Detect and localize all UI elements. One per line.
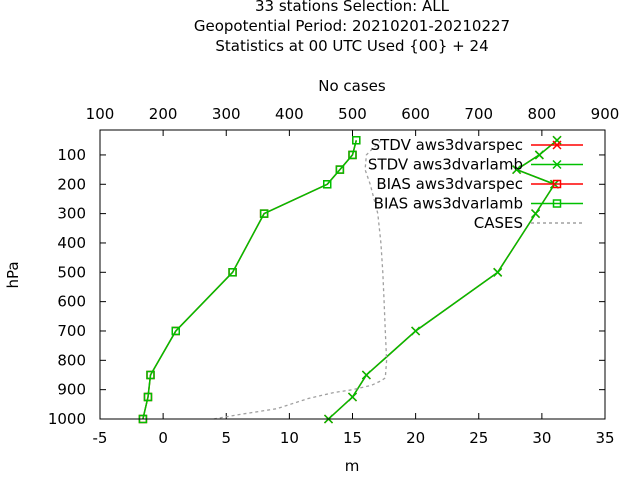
series-line — [327, 139, 558, 420]
bottom-tick-label: 5 — [221, 429, 231, 447]
legend-entry: BIAS aws3dvarspec — [376, 175, 583, 193]
left-tick-label: 600 — [57, 293, 86, 311]
top-tick-label: 700 — [464, 105, 493, 123]
legend-entry: CASES — [474, 214, 583, 232]
y-axis-label: hPa — [4, 261, 22, 288]
bottom-tick-label: 30 — [532, 429, 551, 447]
data-point — [493, 267, 503, 277]
series-bias-aws3dvarspec — [138, 136, 361, 424]
data-point — [348, 150, 357, 160]
left-tick-label: 100 — [57, 146, 86, 164]
legend-label: STDV aws3dvarlamb — [368, 156, 523, 174]
data-point — [171, 326, 180, 336]
bottom-axis-label: m — [345, 457, 360, 475]
left-tick-label: 200 — [57, 175, 86, 193]
legend-entry: STDV aws3dvarspec — [371, 136, 583, 154]
legend-label: STDV aws3dvarspec — [371, 136, 523, 154]
top-axis-ticks: 100 200 300 400 500 600 700 800 900 — [86, 105, 620, 136]
left-tick-label: 800 — [57, 351, 86, 369]
data-point — [323, 180, 332, 189]
top-tick-label: 300 — [212, 105, 241, 123]
left-tick-label: 300 — [57, 205, 86, 223]
plot-frame — [99, 129, 606, 420]
legend-label: BIAS aws3dvarlamb — [374, 195, 523, 213]
left-tick-label: 700 — [57, 322, 86, 340]
title-line-1: 33 stations Selection: ALL — [255, 0, 450, 15]
series-bias-aws3dvarlamb — [138, 136, 361, 424]
top-tick-label: 800 — [528, 105, 557, 123]
bottom-tick-label: 35 — [595, 429, 614, 447]
bottom-tick-label: 0 — [158, 429, 168, 447]
data-point — [228, 268, 237, 277]
left-tick-label: 400 — [57, 234, 86, 252]
top-tick-label: 900 — [591, 105, 620, 123]
bottom-axis-ticks: -5 0 5 10 15 20 25 30 35 — [93, 413, 615, 447]
legend-entry: BIAS aws3dvarlamb — [374, 195, 583, 213]
data-point — [352, 136, 361, 145]
left-tick-label: 500 — [57, 263, 86, 281]
series-stdv-aws3dvarlamb — [323, 135, 562, 424]
series-line — [213, 139, 388, 420]
left-tick-label: 1000 — [48, 410, 86, 428]
top-tick-label: 400 — [275, 105, 304, 123]
title-line-2: Geopotential Period: 20210201-20210227 — [194, 17, 510, 35]
data-point — [259, 209, 269, 218]
data-point — [512, 165, 522, 175]
series-cases — [213, 139, 388, 420]
series-line — [142, 140, 358, 420]
bottom-tick-label: 25 — [469, 429, 488, 447]
chart-title: 33 stations Selection: ALL Geopotential … — [194, 0, 510, 55]
data-point — [347, 392, 358, 402]
top-tick-label: 100 — [86, 105, 115, 123]
top-axis-label: No cases — [318, 77, 386, 95]
legend-marker — [552, 159, 562, 170]
legend-label: BIAS aws3dvarspec — [376, 175, 523, 193]
data-point — [534, 150, 544, 160]
top-tick-label: 600 — [401, 105, 430, 123]
data-point — [146, 370, 155, 380]
legend-marker — [552, 199, 562, 208]
bottom-tick-label: -5 — [93, 429, 108, 447]
legend-label: CASES — [474, 214, 523, 232]
top-tick-label: 500 — [338, 105, 367, 123]
left-tick-label: 900 — [57, 381, 86, 399]
data-point — [143, 392, 153, 402]
bottom-tick-label: 20 — [406, 429, 425, 447]
data-point — [361, 370, 371, 380]
left-axis-ticks: 100 200 300 400 500 600 700 800 900 1000 — [48, 146, 605, 428]
bottom-tick-label: 10 — [280, 429, 299, 447]
data-point — [531, 209, 541, 219]
bottom-tick-label: 15 — [343, 429, 362, 447]
top-tick-label: 200 — [149, 105, 178, 123]
data-point — [335, 165, 345, 174]
title-line-3: Statistics at 00 UTC Used {00} + 24 — [215, 37, 488, 55]
legend-marker — [552, 179, 562, 189]
legend-entry: STDV aws3dvarlamb — [368, 156, 583, 174]
data-point — [411, 326, 421, 336]
legend-marker — [552, 140, 562, 150]
